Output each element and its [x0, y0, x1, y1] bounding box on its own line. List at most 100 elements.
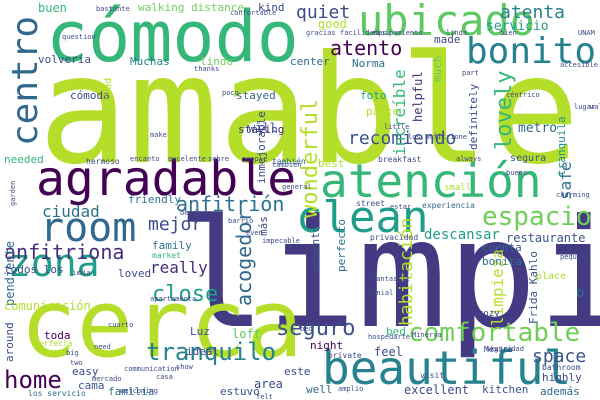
word: question	[62, 33, 96, 41]
word: los anfitrione	[408, 133, 468, 141]
word: anfitrión	[176, 192, 285, 216]
word: staying	[238, 123, 285, 136]
word: best	[318, 157, 345, 170]
word: ideal	[186, 345, 220, 358]
word: fantastic	[372, 275, 410, 283]
word: feel	[374, 345, 403, 359]
word: cuarto	[108, 321, 134, 329]
word: tranquilo	[146, 338, 277, 366]
word: lindo	[200, 55, 234, 68]
word: momento	[309, 225, 322, 272]
word: estuvo	[220, 385, 260, 398]
word: people	[242, 155, 268, 163]
word: communication	[124, 365, 179, 373]
word: definitely	[467, 83, 480, 150]
word: thanks	[194, 65, 220, 73]
word: needed	[4, 153, 44, 166]
word: zona	[8, 241, 100, 285]
word: cómoda	[70, 89, 110, 102]
word: big	[66, 349, 79, 357]
word: excellent	[404, 383, 470, 397]
word: sobre	[208, 155, 230, 163]
word: beautiful	[322, 341, 572, 395]
word: close	[152, 282, 219, 307]
word: confortable	[230, 9, 277, 17]
word: always	[456, 155, 482, 163]
word: cama	[78, 379, 105, 392]
word: agradable	[36, 151, 297, 207]
word: stayed	[236, 89, 276, 102]
word: estar	[390, 203, 412, 211]
word: welcoming	[120, 387, 158, 395]
word: privacidad	[370, 233, 419, 242]
word: equipamiento	[372, 29, 423, 37]
word: hospitalidad	[103, 77, 114, 150]
word: bueno	[506, 169, 528, 177]
word: parte	[366, 105, 400, 118]
word: excelente	[168, 155, 206, 163]
word: o	[576, 285, 585, 301]
word: bathroom	[542, 363, 581, 372]
word: two	[70, 359, 83, 367]
word: cuenta	[482, 241, 522, 254]
word: anfitriona	[4, 240, 125, 264]
word: todos los	[4, 263, 64, 276]
word: walking distance	[138, 1, 244, 14]
word: gracias	[306, 29, 336, 37]
word: good	[318, 17, 347, 31]
word: quiet	[296, 2, 351, 23]
word: visit	[420, 371, 445, 380]
word: mejor	[148, 214, 203, 235]
word: area	[254, 377, 283, 391]
word: garden	[9, 180, 17, 206]
word: bien	[500, 29, 517, 37]
word: place	[536, 271, 567, 282]
word: también	[272, 157, 306, 166]
word: even	[246, 229, 263, 237]
word: pequeño	[560, 253, 590, 261]
word: atenta	[500, 2, 566, 23]
word: descansar	[424, 227, 500, 243]
word: mercado	[92, 375, 122, 383]
word: street	[356, 199, 385, 208]
word: well	[306, 383, 333, 396]
word: need	[94, 343, 111, 351]
word: este	[284, 365, 311, 378]
word: night	[310, 339, 344, 352]
word: céntrico	[506, 91, 540, 99]
word: loved	[118, 267, 152, 280]
word: walk	[590, 103, 600, 111]
word: bonito	[466, 31, 597, 72]
word: center	[290, 55, 330, 68]
word: loft	[232, 327, 261, 341]
word: cómodo	[46, 0, 299, 78]
word: made	[434, 33, 461, 46]
word: lovely	[492, 70, 517, 150]
word: general	[282, 183, 312, 191]
word: tranquila	[555, 116, 568, 176]
word: espacio	[482, 202, 592, 232]
word: además	[540, 385, 580, 398]
word: little	[384, 123, 410, 131]
word: impecable	[262, 237, 300, 245]
word: ciudad	[42, 202, 100, 221]
word: much	[431, 55, 444, 83]
word: comfortable	[408, 318, 581, 348]
word: amable	[38, 24, 580, 198]
word: limpio	[176, 188, 600, 362]
word: centro	[5, 15, 46, 146]
word: cozy	[478, 309, 500, 319]
word: linda	[446, 29, 468, 37]
word: atención	[320, 154, 542, 208]
word: perfecto	[335, 219, 348, 272]
word: segura	[510, 153, 547, 164]
word: UNAM	[578, 29, 595, 37]
word: lugar	[574, 103, 596, 111]
word: seguro	[276, 316, 356, 341]
word: día	[78, 269, 91, 277]
word: friendly	[128, 193, 181, 206]
word: los servicio	[28, 389, 86, 398]
word: room	[40, 205, 137, 251]
word: encanto	[130, 155, 160, 163]
